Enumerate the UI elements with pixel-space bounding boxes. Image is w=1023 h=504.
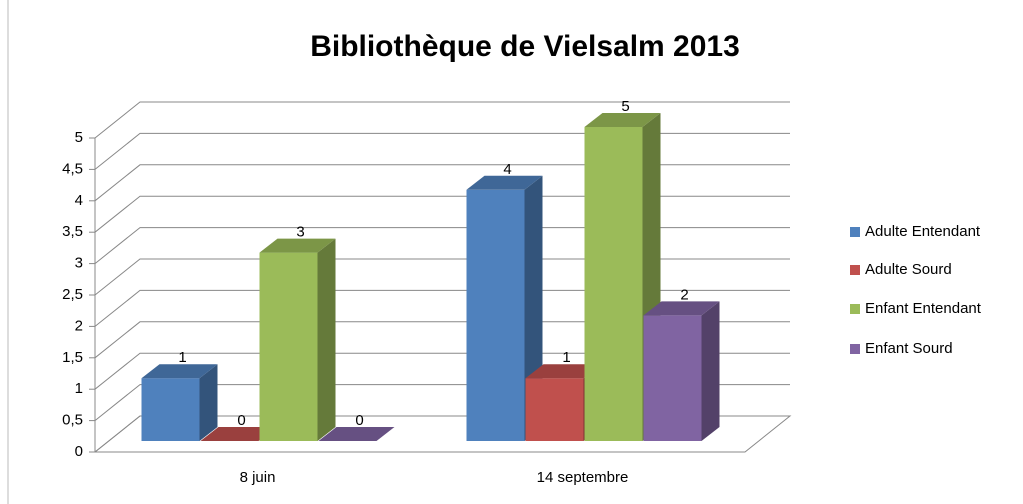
legend-label: Enfant Entendant bbox=[865, 300, 982, 317]
y-tick-label: 5 bbox=[75, 129, 83, 146]
legend-swatch bbox=[850, 304, 860, 314]
grid-line bbox=[94, 289, 790, 327]
data-label: 1 bbox=[178, 349, 186, 366]
bar-front bbox=[259, 252, 318, 441]
y-tick-label: 0 bbox=[75, 443, 83, 460]
y-tick-label: 1 bbox=[75, 380, 83, 397]
y-tick-label: 3 bbox=[75, 255, 83, 272]
bar-top bbox=[525, 364, 602, 379]
data-label: 5 bbox=[621, 98, 629, 115]
y-tick-label: 4 bbox=[75, 192, 83, 209]
bar-side bbox=[199, 364, 218, 441]
bar-top bbox=[584, 113, 661, 127]
bar-top bbox=[318, 427, 395, 441]
bar-front bbox=[584, 127, 643, 441]
bar-front bbox=[141, 378, 200, 441]
grid-line bbox=[94, 195, 790, 233]
bar-front bbox=[643, 315, 702, 441]
data-label: 0 bbox=[237, 412, 245, 429]
grid-line bbox=[94, 132, 790, 170]
data-label: 0 bbox=[355, 412, 363, 429]
data-label: 3 bbox=[296, 224, 304, 241]
bar-top bbox=[200, 427, 277, 441]
bar-top bbox=[141, 364, 218, 379]
bar-top bbox=[259, 238, 336, 253]
y-tick-label: 1,5 bbox=[62, 349, 83, 366]
data-label: 4 bbox=[503, 161, 511, 178]
bar-side bbox=[317, 238, 336, 441]
x-tick-label: 14 septembre bbox=[537, 469, 629, 486]
y-tick-label: 2 bbox=[75, 317, 83, 334]
y-tick-label: 2,5 bbox=[62, 286, 83, 303]
grid-line bbox=[94, 321, 790, 359]
y-tick-label: 3,5 bbox=[62, 223, 83, 240]
grid-line bbox=[94, 352, 790, 390]
bar-front bbox=[466, 189, 525, 441]
data-label: 2 bbox=[680, 286, 688, 303]
legend-label: Adulte Entendant bbox=[865, 223, 981, 240]
legend-swatch bbox=[850, 344, 860, 354]
grid-line bbox=[94, 227, 790, 264]
bar-top bbox=[643, 301, 720, 316]
grid-line bbox=[94, 164, 790, 202]
bar-top bbox=[466, 175, 543, 190]
bar-front bbox=[525, 378, 584, 441]
legend-swatch bbox=[850, 227, 860, 237]
grid-line bbox=[94, 101, 790, 139]
bar-side bbox=[701, 301, 720, 441]
x-tick-label: 8 juin bbox=[240, 469, 276, 486]
legend-label: Adulte Sourd bbox=[865, 261, 952, 278]
legend-swatch bbox=[850, 265, 860, 275]
legend-label: Enfant Sourd bbox=[865, 340, 953, 357]
y-tick-label: 0,5 bbox=[62, 412, 83, 429]
data-label: 1 bbox=[562, 349, 570, 366]
chart-title: Bibliothèque de Vielsalm 2013 bbox=[310, 30, 740, 63]
grid-line bbox=[94, 258, 790, 296]
y-tick-label: 4,5 bbox=[62, 160, 83, 177]
